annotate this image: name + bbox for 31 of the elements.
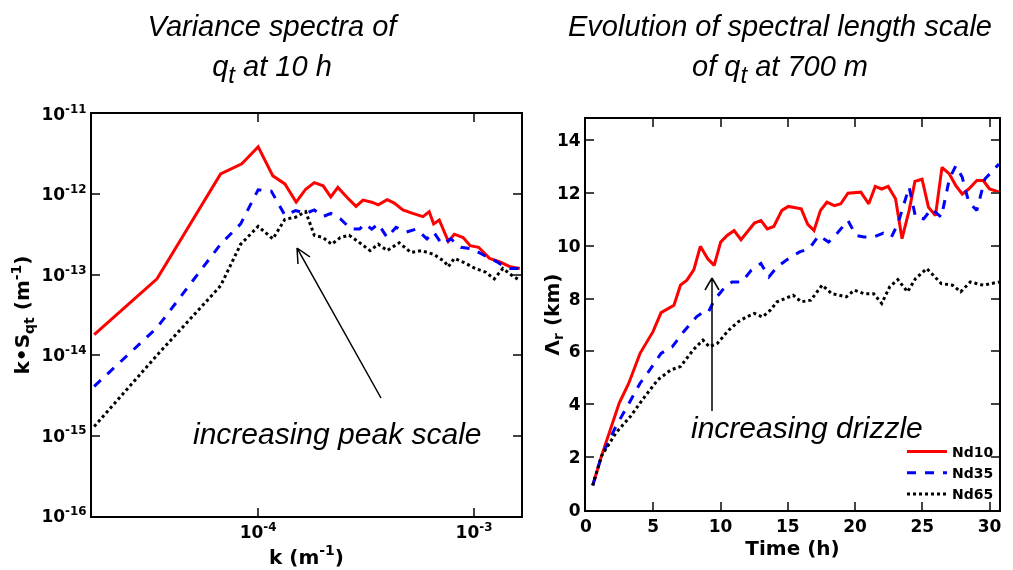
y-tick-label: 14 xyxy=(556,130,581,151)
legend-label: Nd35 xyxy=(952,465,994,482)
x-tick-label: 15 xyxy=(775,516,800,537)
y-tick-label: 10$^{-14}$ xyxy=(41,343,87,366)
y-tick-label: 10$^{-11}$ xyxy=(41,101,87,124)
annotation: increasing drizzle xyxy=(691,411,923,444)
y-tick-label: 12 xyxy=(556,182,581,203)
x-axis-title: Time (h) xyxy=(745,536,840,561)
x-tick-label: 20 xyxy=(843,516,868,537)
y-tick-label: 10$^{-16}$ xyxy=(41,503,87,526)
y-tick-label: 10$^{-13}$ xyxy=(41,262,87,285)
y-tick-label: 6 xyxy=(568,341,581,362)
y-tick-label: 10 xyxy=(556,235,581,256)
x-tick-label: 30 xyxy=(977,516,1002,537)
x-axis-title: k (m$^{-1}$) xyxy=(269,542,344,569)
legend-label: Nd65 xyxy=(952,486,994,503)
x-tick-label: 10$^{-4}$ xyxy=(239,520,277,543)
x-tick-label: 5 xyxy=(647,516,660,537)
y-tick-label: 2 xyxy=(568,447,581,468)
y-tick-label: 10$^{-12}$ xyxy=(41,182,87,205)
x-tick-label: 25 xyxy=(910,516,935,537)
legend-label: Nd10 xyxy=(952,444,994,461)
chart-title: Evolution of spectral length scale of q$_{t}$ at 700 m xyxy=(567,9,993,90)
chart-title: Variance spectra of q$_{t}$ at 10 h xyxy=(146,9,400,90)
y-tick-label: 10$^{-15}$ xyxy=(41,423,87,446)
y-tick-label: 0 xyxy=(568,499,581,520)
x-tick-label: 10$^{-3}$ xyxy=(455,520,493,543)
x-tick-label: 10 xyxy=(708,516,733,537)
annotation: increasing peak scale xyxy=(193,417,482,450)
y-tick-label: 4 xyxy=(568,394,581,415)
y-tick-label: 8 xyxy=(568,288,581,309)
